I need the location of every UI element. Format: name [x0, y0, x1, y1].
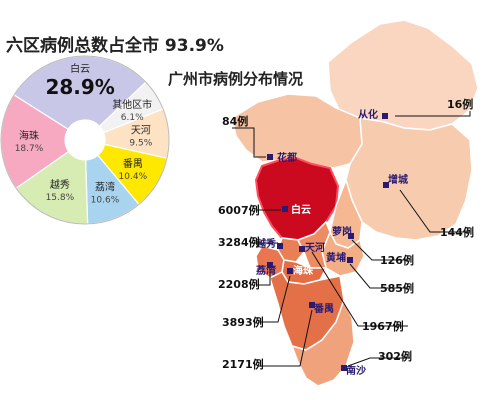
- district-name: 荔湾: [255, 264, 276, 277]
- pie-slice-label: 越秀: [50, 178, 70, 191]
- district-case-count: 3893例: [222, 315, 264, 329]
- leader-line-2: [399, 189, 470, 233]
- district-name: 番禺: [313, 302, 334, 315]
- pie-slice-value: 9.5%: [129, 139, 152, 149]
- leader-line-4: [351, 239, 408, 261]
- district-name: 天河: [305, 242, 325, 254]
- pie-slice-value: 15.8%: [46, 193, 75, 203]
- district-marker-11: [341, 365, 347, 371]
- district-marker-6: [347, 257, 353, 263]
- district-case-count: 16例: [447, 97, 473, 111]
- district-marker-9: [287, 268, 293, 274]
- district-name: 越秀: [255, 237, 276, 250]
- district-name: 增城: [388, 173, 408, 186]
- district-case-count: 144例: [440, 225, 474, 239]
- leader-line-6: [349, 263, 408, 289]
- pie-slice-value: 10.4%: [119, 172, 148, 182]
- leader-line-10: [258, 309, 313, 367]
- leader-line-11: [347, 357, 410, 367]
- region-nansha: [290, 297, 355, 387]
- leader-line-7: [256, 269, 271, 286]
- district-name: 黄埔: [326, 251, 346, 264]
- district-case-count: 2171例: [222, 357, 264, 371]
- district-marker-3: [282, 206, 288, 212]
- leader-line-0: [232, 127, 266, 158]
- pie-outline: [0, 55, 170, 225]
- leader-line-8: [311, 251, 408, 327]
- pie-slice-value: 6.1%: [121, 113, 144, 123]
- leader-line-1: [395, 111, 471, 117]
- leader-line-9: [258, 275, 291, 323]
- district-marker-2: [383, 182, 389, 188]
- pie-slice-label: 其他区市: [112, 98, 152, 111]
- district-case-count: 84例: [222, 114, 248, 128]
- pie-chart-title: 六区病例总数占全市 93.9%: [6, 36, 224, 56]
- pie-slice-label: 天河: [131, 125, 151, 137]
- district-marker-1: [382, 113, 388, 119]
- district-marker-4: [348, 233, 354, 239]
- pie-slice-label: 白云: [70, 62, 90, 75]
- district-case-count: 6007例: [218, 203, 260, 217]
- pie-slice-label: 荔湾: [95, 180, 115, 193]
- district-name: 花都: [277, 151, 297, 164]
- district-marker-8: [299, 246, 305, 252]
- district-name: 南沙: [346, 364, 366, 377]
- pie-slice-value: 18.7%: [15, 144, 44, 154]
- district-marker-7: [267, 262, 273, 268]
- district-case-count: 126例: [380, 253, 414, 267]
- district-case-count: 3284例: [218, 235, 260, 249]
- district-case-count: 302例: [378, 349, 412, 363]
- pie-slice-value: 28.9%: [45, 75, 114, 99]
- district-name: 萝岗: [332, 225, 352, 238]
- district-case-count: 585例: [380, 281, 414, 295]
- pie-slice-label: 海珠: [19, 129, 39, 142]
- district-name: 海珠: [293, 264, 314, 277]
- map-title: 广州市病例分布情况: [168, 70, 304, 88]
- pie-slice-value: 10.6%: [91, 195, 120, 205]
- district-case-count: 1967例: [362, 319, 404, 333]
- district-marker-5: [277, 243, 283, 249]
- district-marker-0: [267, 154, 273, 160]
- district-name: 从化: [358, 108, 378, 121]
- pie-slice-label: 番禺: [123, 158, 143, 170]
- region-tianhe: [296, 220, 331, 269]
- district-marker-10: [309, 302, 315, 308]
- district-case-count: 2208例: [218, 277, 260, 291]
- district-name: 白云: [291, 203, 311, 216]
